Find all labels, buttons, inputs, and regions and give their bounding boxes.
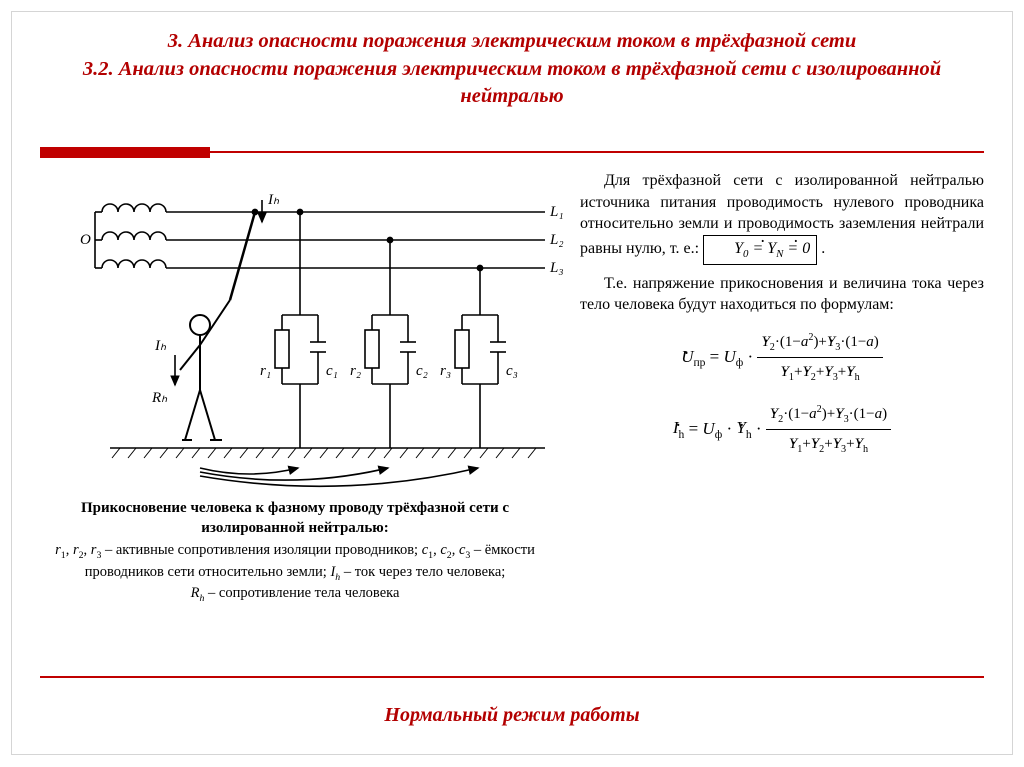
title-block: 3. Анализ опасности поражения электричес… [50, 28, 974, 111]
label-c3: c₃ [506, 363, 518, 379]
diagram-caption: Прикосновение человека к фазному проводу… [40, 499, 550, 538]
label-Rh: Rₕ [151, 390, 168, 406]
paragraph-1: Для трёхфазной сети с изолированной нейт… [580, 170, 984, 265]
label-r2: r₂ [350, 363, 361, 379]
label-r3: r₃ [440, 363, 451, 379]
label-r1: r₁ [260, 363, 271, 379]
title-line-2: 3.2. Анализ опасности поражения электрич… [50, 56, 974, 111]
label-Ih-top: Iₕ [267, 192, 280, 208]
inline-formula-y0: Y0 = YN = 0 [703, 235, 817, 265]
label-c1: c₁ [326, 363, 338, 379]
caption-desc: r1, r2, r3 – активные сопротивления изол… [40, 541, 550, 606]
label-L2: L₂ [549, 232, 564, 248]
label-Ih-side: Iₕ [154, 338, 167, 354]
circuit-diagram: O L₁ L₂ L₃ Iₕ Iₕ Rₕ r₁ c₁ r₂ c₂ r₃ c₃ [40, 170, 570, 490]
label-O: O [80, 232, 91, 248]
bottom-separator [40, 676, 984, 678]
label-c2: c₂ [416, 363, 428, 379]
content-row: O L₁ L₂ L₃ Iₕ Iₕ Rₕ r₁ c₁ r₂ c₂ r₃ c₃ Пр… [40, 170, 984, 606]
formula-u: Uпр = Uф · Y2·(1−a2)+Y3·(1−a) Y1+Y2+Y3+Y… [580, 328, 984, 388]
paragraph-2: Т.е. напряжение прикосновения и величина… [580, 273, 984, 316]
caption-bold: Прикосновение человека к фазному проводу… [81, 500, 509, 536]
title-line-1: 3. Анализ опасности поражения электричес… [50, 28, 974, 56]
separator [40, 143, 984, 161]
diagram-column: O L₁ L₂ L₃ Iₕ Iₕ Rₕ r₁ c₁ r₂ c₂ r₃ c₃ Пр… [40, 170, 580, 606]
footer-label: Нормальный режим работы [0, 704, 1024, 727]
formula-i: Ih = Uф · Yh · Y2·(1−a2)+Y3·(1−a) Y1+Y2+… [580, 400, 984, 460]
label-L3: L₃ [549, 260, 564, 276]
text-column: Для трёхфазной сети с изолированной нейт… [580, 170, 984, 606]
label-L1: L₁ [549, 204, 564, 220]
